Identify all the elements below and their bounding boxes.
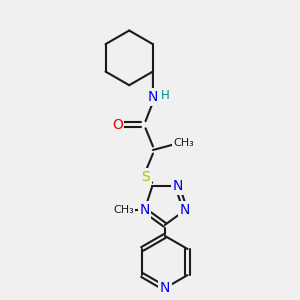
Text: N: N xyxy=(139,203,150,217)
Text: CH₃: CH₃ xyxy=(173,138,194,148)
Text: O: O xyxy=(112,118,123,132)
Text: N: N xyxy=(148,90,158,104)
Text: CH₃: CH₃ xyxy=(113,205,134,215)
Text: H: H xyxy=(161,89,170,102)
Text: S: S xyxy=(141,170,150,184)
Text: N: N xyxy=(172,179,183,193)
Text: N: N xyxy=(180,203,190,217)
Text: N: N xyxy=(160,281,170,295)
